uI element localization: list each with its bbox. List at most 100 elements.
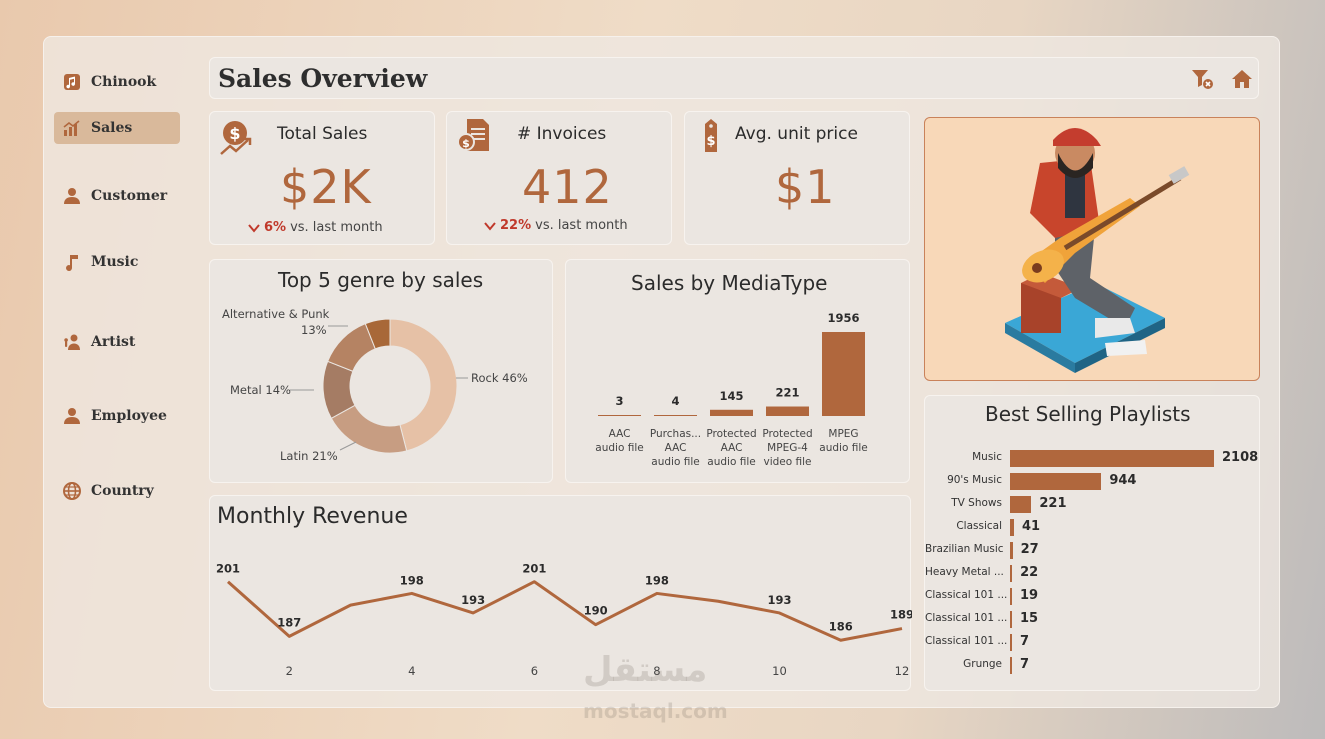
monthly-revenue-card: Monthly Revenue 201 187 198 193 201 190 198 193… bbox=[209, 495, 912, 691]
playlist-bar bbox=[1010, 611, 1012, 628]
playlist-row: Classical 101 ... 15 bbox=[925, 609, 1255, 629]
point-value-label: 186 bbox=[829, 619, 853, 633]
category-label: Protected bbox=[762, 428, 812, 440]
point-value-label: 201 bbox=[216, 562, 240, 576]
clear-filter-icon[interactable] bbox=[1190, 68, 1214, 90]
music-file-icon bbox=[62, 72, 82, 92]
category-label: AAC bbox=[609, 428, 631, 440]
singer-icon bbox=[62, 332, 82, 352]
playlist-bar bbox=[1010, 657, 1012, 674]
genre-donut-card: Top 5 genre by sales Rock 46% Latin 21% Me… bbox=[209, 259, 553, 483]
mediatype-bar-card: Sales by MediaType 3 AAC audio file 4 Purcha… bbox=[565, 259, 910, 483]
playlist-row: Brazilian Music 27 bbox=[925, 540, 1255, 560]
bar-value-label: 145 bbox=[719, 389, 743, 403]
playlist-value: 27 bbox=[1020, 542, 1039, 557]
category-label: video file bbox=[763, 456, 811, 468]
svg-text:$: $ bbox=[229, 124, 240, 143]
playlist-value: 221 bbox=[1039, 496, 1067, 511]
chart-title: Top 5 genre by sales bbox=[278, 268, 484, 292]
playlist-name: Classical bbox=[956, 520, 1002, 532]
donut-slice bbox=[364, 318, 391, 350]
playlist-row: Classical 101 ... 7 bbox=[925, 632, 1255, 652]
nav-label: Customer bbox=[91, 188, 168, 204]
playlist-row: Heavy Metal ... 22 bbox=[925, 563, 1255, 583]
chart-title: Best Selling Playlists bbox=[985, 402, 1191, 426]
kpi-change-text: vs. last month bbox=[535, 218, 628, 233]
nav-customer[interactable]: Customer bbox=[54, 180, 180, 212]
nav-sales[interactable]: Sales bbox=[54, 112, 180, 144]
playlist-bar bbox=[1010, 565, 1013, 582]
guitarist-illustration bbox=[924, 117, 1260, 381]
kpi-change-text: vs. last month bbox=[290, 220, 383, 235]
playlist-value: 2108 bbox=[1222, 450, 1259, 465]
nav-employee[interactable]: Employee bbox=[54, 400, 180, 432]
playlist-bar bbox=[1010, 542, 1013, 559]
category-label: audio file bbox=[707, 456, 755, 468]
media-bar bbox=[822, 332, 865, 416]
svg-text:$: $ bbox=[706, 134, 715, 149]
category-label: audio file bbox=[819, 442, 867, 454]
kpi-change: 22% vs. last month bbox=[484, 218, 628, 233]
x-tick-label: 2 bbox=[286, 664, 293, 678]
playlist-value: 944 bbox=[1109, 473, 1137, 488]
category-label: MPEG bbox=[828, 428, 858, 440]
x-tick-label: 6 bbox=[531, 664, 538, 678]
nav-artist[interactable]: Artist bbox=[54, 326, 180, 358]
invoice-icon: $ bbox=[457, 119, 489, 151]
playlist-name: 90's Music bbox=[947, 474, 1002, 486]
point-value-label: 198 bbox=[400, 573, 424, 587]
nav-music[interactable]: Music bbox=[54, 246, 180, 278]
chevron-down-icon bbox=[484, 221, 496, 231]
kpi-value: $1 bbox=[775, 160, 836, 214]
playlist-bar bbox=[1010, 450, 1214, 467]
nav-label: Sales bbox=[91, 120, 133, 136]
kpi-invoices: $ # Invoices 412 22% vs. last month bbox=[446, 111, 672, 245]
playlist-name: Classical 101 ... bbox=[925, 612, 1008, 624]
leader-line bbox=[339, 441, 357, 451]
point-value-label: 198 bbox=[645, 573, 669, 587]
playlist-bar bbox=[1010, 496, 1032, 513]
mediatype-bar-chart: 3 AAC audio file 4 Purchas... AAC audio file 14… bbox=[595, 311, 867, 468]
slice-label: Alternative & Punk bbox=[222, 307, 330, 321]
playlist-name: TV Shows bbox=[951, 497, 1002, 509]
kpi-change: 6% vs. last month bbox=[248, 220, 383, 235]
chart-title: Sales by MediaType bbox=[631, 271, 828, 295]
playlists-bar-chart: Music 2108 90's Music 944 TV Shows 221 Classic… bbox=[925, 448, 1261, 688]
kpi-avg-unit-price: $ Avg. unit price $1 bbox=[684, 111, 910, 245]
playlist-value: 7 bbox=[1020, 634, 1030, 649]
nav-label: Employee bbox=[91, 408, 167, 424]
media-bar bbox=[598, 415, 641, 416]
playlist-name: Heavy Metal ... bbox=[925, 566, 1004, 578]
nav-chinook[interactable]: Chinook bbox=[54, 66, 180, 98]
bar-chart-icon bbox=[62, 118, 82, 138]
kpi-change-pct: 22% bbox=[500, 218, 532, 233]
bar-value-label: 4 bbox=[671, 394, 679, 408]
bar-value-label: 221 bbox=[775, 386, 799, 400]
nav-label: Chinook bbox=[91, 74, 157, 90]
playlist-row: Classical 101 ... 19 bbox=[925, 586, 1255, 606]
kpi-value: 412 bbox=[522, 160, 613, 214]
point-value-label: 193 bbox=[461, 593, 485, 607]
header-bar: Sales Overview bbox=[209, 57, 1259, 99]
watermark-url: mostaql.com bbox=[583, 699, 728, 723]
playlist-row: Grunge 7 bbox=[925, 655, 1255, 675]
category-label: AAC bbox=[721, 442, 743, 454]
nav-country[interactable]: Country bbox=[54, 475, 180, 507]
slice-label: 13% bbox=[301, 323, 327, 337]
monthly-revenue-line-chart: 201 187 198 193 201 190 198 193 186 189 2 4 6 8 10 12 bbox=[216, 562, 912, 678]
media-bar bbox=[710, 409, 753, 416]
playlist-value: 41 bbox=[1021, 519, 1041, 534]
point-value-label: 189 bbox=[890, 608, 912, 622]
playlist-name: Grunge bbox=[963, 658, 1002, 670]
x-tick-label: 12 bbox=[895, 664, 910, 678]
chevron-down-icon bbox=[248, 223, 260, 233]
nav-label: Music bbox=[91, 254, 139, 270]
genre-donut-chart: Rock 46% Latin 21% Metal 14% Alternative & … bbox=[222, 307, 528, 463]
category-label: AAC bbox=[665, 442, 687, 454]
nav-label: Country bbox=[91, 483, 154, 499]
person-icon bbox=[62, 406, 82, 426]
playlist-row: TV Shows 221 bbox=[925, 494, 1255, 514]
slice-label: Latin 21% bbox=[280, 449, 338, 463]
home-icon[interactable] bbox=[1230, 68, 1254, 90]
dashboard-frame: Chinook Sales Customer Music Artist Empl… bbox=[43, 36, 1280, 708]
